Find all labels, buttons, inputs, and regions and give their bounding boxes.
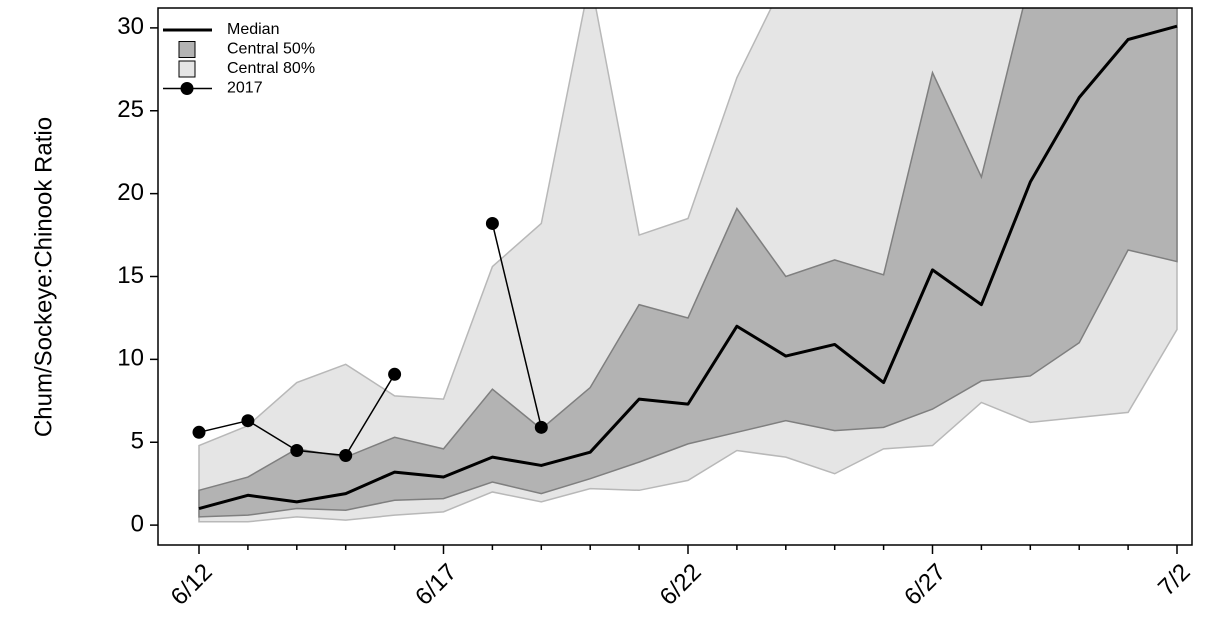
y-tick-label: 15 [117,262,144,289]
legend-swatch [178,41,196,58]
x-tick-label: 6/22 [655,559,707,611]
y-tick-label: 30 [117,13,144,40]
x-tick-label: 6/17 [410,559,462,611]
axes: 0 5 10 15 20 25 30 6/12 6/17 6/22 6/27 7/2 Median Cen… [117,13,1195,611]
legend-label: Central 80% [227,60,315,77]
legend-marker [180,82,194,95]
legend-label: Central 50% [227,41,315,58]
series-point [485,216,499,230]
y-tick-label: 10 [117,345,144,372]
series-point [388,367,402,381]
legend-label: 2017 [227,80,263,97]
series-point [290,444,304,458]
plot-area [192,8,1178,523]
legend-swatch [178,60,196,78]
y-tick-label: 20 [117,179,144,206]
x-tick-label: 6/12 [166,559,218,611]
series-point [339,449,353,462]
y-tick-label: 5 [131,428,144,455]
series-point [241,414,255,428]
plot-frame [157,7,1193,546]
series-point [534,420,548,434]
x-tick-label: 7/2 [1153,559,1196,602]
y-tick-label: 25 [117,96,144,123]
legend-label: Median [227,21,279,38]
y-tick-label: 0 [131,510,144,537]
x-tick-label: 6/27 [899,559,951,611]
series-line [198,24,1178,510]
y-axis-label: Chum/Sockeye:Chinook Ratio [30,117,57,437]
series-point [192,425,206,439]
